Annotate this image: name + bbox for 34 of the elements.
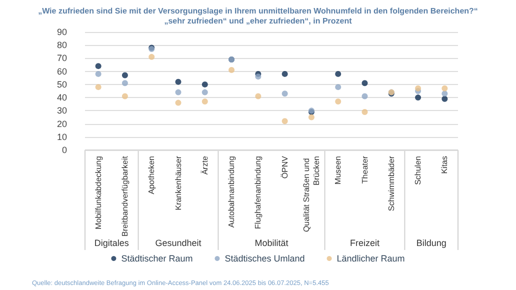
x-tick-label: Kitas	[440, 156, 450, 174]
text: Bildung	[416, 238, 446, 248]
y-tick-label: 0	[62, 145, 67, 155]
x-tick-label: Flughafenanbindung	[254, 156, 263, 229]
text: Digitales	[94, 238, 130, 248]
x-tick-label: Museen	[334, 156, 343, 184]
x-tick-label: Schwimmbäder	[386, 156, 396, 212]
x-tick-label: Mobilfunkabdeckung	[94, 156, 103, 230]
text: Gesundheit	[155, 238, 202, 248]
x-tick-label: Breitbandverfügbarkeit	[120, 155, 130, 236]
y-tick-label: 60	[56, 66, 67, 76]
x-tick-label: Krankenhäuser	[174, 156, 183, 210]
y-tick-label: 20	[56, 118, 67, 129]
text: Freizeit	[350, 238, 380, 248]
y-tick-label: 30	[56, 106, 67, 116]
x-tick-label: Qualität Straßen und Brücken	[302, 156, 321, 232]
y-tick-label: 10	[56, 132, 67, 142]
y-tick-label: 50	[56, 79, 67, 90]
y-tick-label: 80	[56, 40, 67, 50]
text: Mobilität	[254, 238, 289, 248]
x-tick-label: Autobahnanbindung	[227, 156, 236, 228]
y-tick-label: 70	[56, 53, 67, 64]
x-tick-label: Ärzte	[200, 155, 210, 175]
legend-label: Städtisches Umland	[224, 254, 305, 264]
y-tick-label: 40	[56, 92, 67, 103]
legend-label: Städtischer Raum	[121, 254, 193, 264]
legend-label: Ländlicher Raum	[336, 254, 405, 264]
x-tick-label: Apotheken	[147, 156, 156, 194]
x-tick-label: Schulen	[414, 156, 423, 185]
x-tick-label: ÖPNV	[280, 155, 290, 179]
y-tick-label: 90	[56, 27, 67, 37]
chart-subtitle: „sehr zufrieden“ und „eher zufrieden“, in Prozent	[164, 16, 352, 26]
x-tick-label: Theater	[360, 156, 370, 184]
chart-title: „Wie zufrieden sind Sie mit der Versorgungslage in Ihrem unmittelbaren Wohnumfeld in den folgenden Bereichen?“	[38, 6, 478, 16]
